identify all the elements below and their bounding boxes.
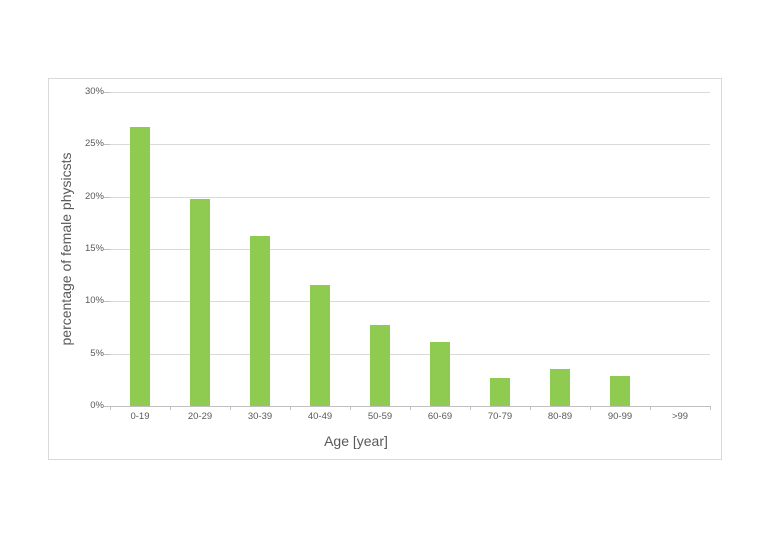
bar-30-39 [250, 236, 270, 406]
x-axis-tick [170, 406, 171, 410]
y-axis-tick [104, 92, 110, 93]
x-axis-tick [710, 406, 711, 410]
x-axis-tick [530, 406, 531, 410]
bar-60-69 [430, 342, 450, 406]
bar-20-29 [190, 198, 210, 406]
y-axis-tick [104, 301, 110, 303]
gridline [110, 249, 710, 250]
y-tick-label: 0% [90, 400, 104, 411]
x-axis-tick [350, 406, 351, 410]
bar-90-99 [610, 375, 630, 406]
x-axis-tick [290, 406, 291, 410]
y-axis-tick [104, 144, 110, 146]
plot-area: 0% 5% 10% 15% 20% 25% 30% 0-19 20-29 30-39 40-49 50… [85, 86, 711, 422]
x-tick-label: >99 [671, 411, 689, 422]
bar-70-79 [490, 377, 510, 406]
y-axis-tick [104, 353, 110, 355]
y-tick-label: 20% [84, 190, 104, 202]
gridline [110, 301, 710, 303]
x-axis-tick [110, 406, 111, 410]
chart-frame: 0% 5% 10% 15% 20% 25% 30% 0-19 20-29 30-39 40-49 50… [48, 78, 722, 460]
x-axis-tick [590, 406, 591, 410]
y-tick-label: 25% [84, 138, 104, 150]
gridline [110, 92, 710, 93]
x-tick-label: 40-49 [307, 411, 333, 422]
x-axis-tick [470, 406, 471, 410]
x-tick-label: 20-29 [187, 411, 213, 422]
x-tick-label: 30-39 [247, 411, 273, 422]
x-axis-tick [410, 406, 411, 410]
x-tick-label: 50-59 [367, 411, 393, 422]
x-tick-label: 90-99 [607, 411, 633, 422]
y-axis-tick [104, 406, 110, 407]
y-tick-label: 30% [84, 86, 104, 97]
gridline [110, 353, 710, 355]
x-axis-tick [650, 406, 651, 410]
bar-0-19 [130, 126, 150, 406]
x-tick-label: 70-79 [487, 411, 513, 422]
y-axis-tick [104, 249, 110, 250]
y-tick-label: 15% [84, 243, 104, 254]
gridline [110, 144, 710, 146]
bar-40-49 [310, 284, 330, 406]
bar-80-89 [550, 369, 570, 406]
bar-50-59 [370, 325, 390, 406]
y-axis-title: percentage of female physicsts [58, 152, 74, 346]
y-axis-tick [104, 196, 110, 198]
x-tick-label: 0-19 [130, 411, 150, 422]
y-tick-label: 5% [90, 347, 104, 359]
gridline [110, 196, 710, 198]
y-tick-label: 10% [84, 295, 104, 307]
x-axis-title: Age [year] [324, 433, 388, 449]
x-tick-label: 80-89 [547, 411, 573, 422]
x-axis-tick [230, 406, 231, 410]
x-tick-label: 60-69 [427, 411, 453, 422]
